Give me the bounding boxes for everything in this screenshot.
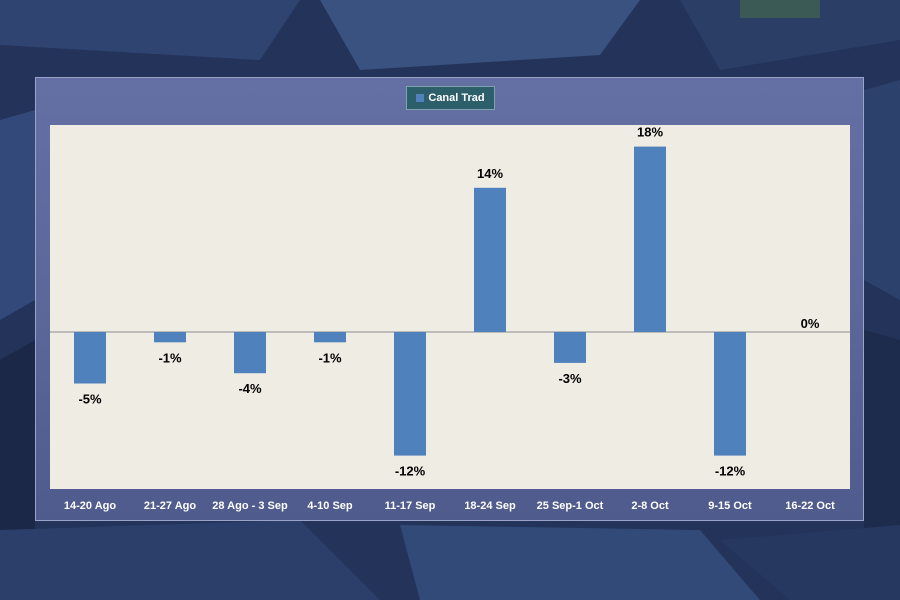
bar-6 xyxy=(554,332,586,363)
bar-0 xyxy=(74,332,106,384)
x-tick-label-8: 9-15 Oct xyxy=(708,500,752,512)
legend-swatch xyxy=(416,94,425,102)
legend-label: Canal Trad xyxy=(428,92,485,104)
x-tick-label-0: 14-20 Ago xyxy=(64,500,116,512)
data-label-9: 0% xyxy=(801,316,820,331)
chart-legend: Canal Trad xyxy=(406,86,495,110)
x-tick-label-4: 11-17 Sep xyxy=(385,500,436,512)
bar-1 xyxy=(154,332,186,343)
x-tick-label-7: 2-8 Oct xyxy=(631,500,669,512)
x-tick-label-3: 4-10 Sep xyxy=(307,500,353,512)
bar-8 xyxy=(714,332,746,456)
x-tick-label-5: 18-24 Sep xyxy=(464,500,516,512)
data-label-3: -1% xyxy=(318,350,342,365)
data-label-1: -1% xyxy=(158,350,182,365)
data-label-2: -4% xyxy=(238,381,262,396)
x-tick-label-1: 21-27 Ago xyxy=(144,500,196,512)
data-label-4: -12% xyxy=(395,464,426,479)
x-tick-label-2: 28 Ago - 3 Sep xyxy=(212,500,288,512)
data-label-8: -12% xyxy=(715,464,746,479)
bar-7 xyxy=(634,146,666,332)
x-tick-label-9: 16-22 Oct xyxy=(785,500,835,512)
data-label-0: -5% xyxy=(78,392,102,407)
bar-3 xyxy=(314,332,346,343)
data-label-5: 14% xyxy=(477,166,503,181)
bar-2 xyxy=(234,332,266,374)
bar-4 xyxy=(394,332,426,456)
data-label-6: -3% xyxy=(558,371,582,386)
bar-5 xyxy=(474,187,506,332)
data-label-7: 18% xyxy=(637,125,663,140)
x-tick-label-6: 25 Sep-1 Oct xyxy=(537,500,604,512)
